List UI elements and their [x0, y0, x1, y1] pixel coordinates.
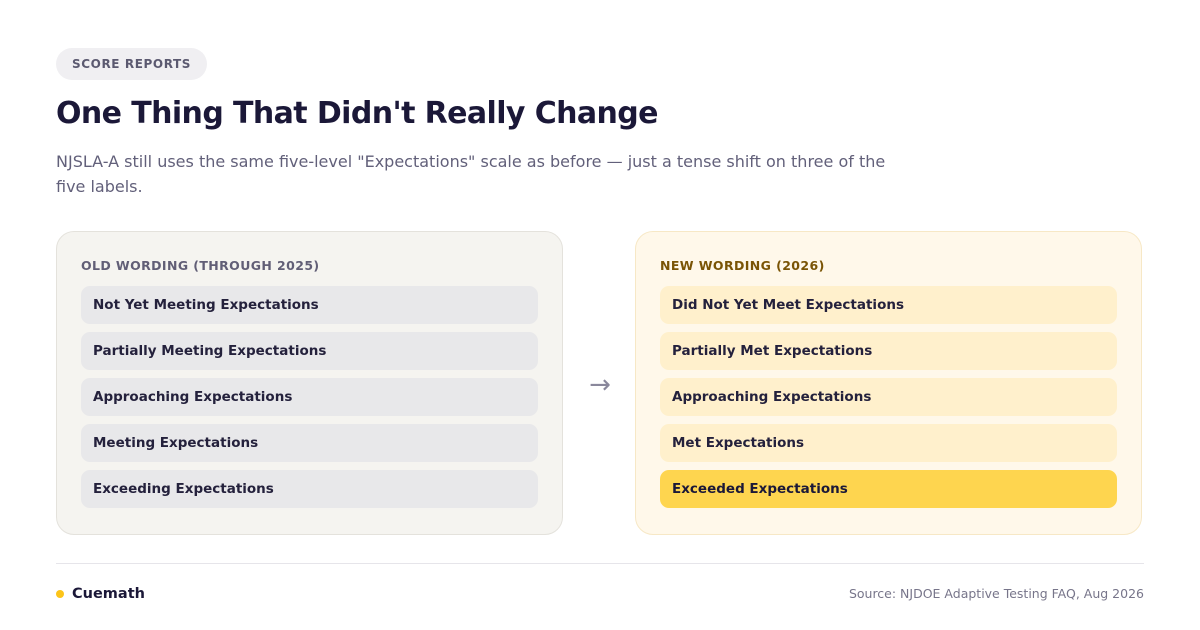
footer-divider — [56, 563, 1144, 564]
category-tag: SCORE REPORTS — [56, 48, 208, 80]
new-wording-heading: NEW WORDING (2026) — [660, 258, 825, 273]
old-wording-list: Not Yet Meeting Expectations Partially M… — [81, 286, 538, 508]
new-wording-item: Did Not Yet Meet Expectations — [660, 286, 1117, 324]
old-wording-item: Partially Meeting Expectations — [81, 332, 538, 370]
new-wording-panel: NEW WORDING (2026) Did Not Yet Meet Expe… — [635, 231, 1142, 535]
brand-name: Cuemath — [72, 586, 145, 602]
old-wording-item: Not Yet Meeting Expectations — [81, 286, 538, 324]
source-credit: Source: NJDOE Adaptive Testing FAQ, Aug … — [848, 586, 1144, 601]
new-wording-item: Met Expectations — [660, 424, 1117, 462]
brand-dot-icon — [56, 590, 64, 598]
brand-logo: Cuemath — [56, 584, 145, 604]
page-title: One Thing That Didn't Really Change — [56, 96, 659, 131]
right-arrow-icon: → — [589, 370, 611, 400]
old-wording-item: Exceeding Expectations — [81, 470, 538, 508]
new-wording-item-highlighted: Exceeded Expectations — [660, 470, 1117, 508]
old-wording-item: Meeting Expectations — [81, 424, 538, 462]
new-wording-item: Approaching Expectations — [660, 378, 1117, 416]
old-wording-heading: OLD WORDING (THROUGH 2025) — [81, 258, 320, 273]
new-wording-item: Partially Met Expectations — [660, 332, 1117, 370]
new-wording-list: Did Not Yet Meet Expectations Partially … — [660, 286, 1117, 508]
old-wording-panel: OLD WORDING (THROUGH 2025) Not Yet Meeti… — [56, 231, 563, 535]
old-wording-item: Approaching Expectations — [81, 378, 538, 416]
page-subtitle: NJSLA-A still uses the same five-level "… — [56, 152, 886, 196]
